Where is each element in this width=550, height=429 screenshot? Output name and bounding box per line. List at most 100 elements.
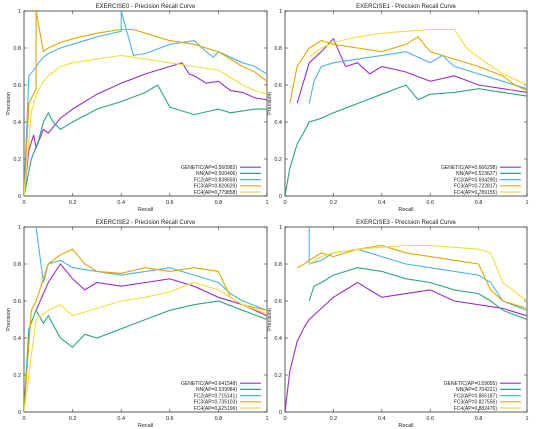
x-tick-label: 1 (265, 416, 268, 422)
x-axis-label: Recall (138, 423, 153, 429)
x-tick-label: 0.4 (378, 416, 386, 422)
legend-label: FC4(AP=0.789155) (454, 190, 498, 196)
legend-label: FC3(AP=0.827556) (454, 400, 498, 406)
y-tick-label: 0.6 (13, 83, 21, 89)
x-tick-label: 0.8 (215, 416, 223, 422)
series-line-fc4 (308, 244, 527, 302)
y-tick-label: 0.4 (274, 120, 282, 126)
series-line-fc3 (24, 11, 267, 196)
y-tick-label: 0.6 (13, 299, 21, 305)
x-tick-label: 0 (22, 200, 25, 206)
legend-label: FC2(AP=0.715141) (194, 393, 238, 399)
x-tick-label: 0.4 (117, 200, 125, 206)
x-tick-label: 0.2 (69, 416, 77, 422)
chart-panel-3: 0 0.2 0.4 0.6 0.8 1 0 0.2 0.4 0.6 0.8 1 EXERCISE3 - … (267, 220, 529, 429)
x-tick-label: 1 (525, 200, 528, 206)
legend-label: FC4(AP=0.882476) (454, 406, 498, 412)
x-tick-label: 1 (525, 416, 528, 422)
legend-label: GENETIC(AP=0.666298) (441, 165, 497, 171)
x-tick-label: 0.2 (69, 200, 77, 206)
series-line-nn (285, 84, 527, 196)
series-line-fc4 (308, 28, 527, 86)
x-tick-label: 0.8 (475, 416, 483, 422)
y-axis-label: Precision (6, 92, 12, 115)
x-tick-label: 0.4 (117, 416, 125, 422)
x-tick-label: 0 (22, 416, 25, 422)
plot-frame (23, 10, 268, 197)
x-tick-label: 0.2 (330, 200, 338, 206)
y-tick-label: 0 (18, 194, 21, 200)
y-tick-label: 0.4 (13, 120, 21, 126)
legend-label: GENETIC(AP=0.641548) (181, 381, 237, 387)
x-tick-label: 0.6 (166, 200, 174, 206)
y-tick-label: 0.6 (274, 299, 282, 305)
y-tick-label: 0.8 (274, 46, 282, 52)
legend-label: FC3(AP=0.735103) (194, 400, 238, 406)
y-tick-label: 1 (279, 225, 282, 231)
y-axis-label: Precision (6, 308, 12, 331)
x-tick-label: 0.6 (426, 200, 434, 206)
x-axis-label: Recall (398, 423, 413, 429)
y-axis-label: Precision (267, 92, 273, 115)
legend-label: GENETIC(AP=0.560983) (181, 165, 237, 171)
series-line-fc4 (24, 54, 267, 196)
legend-label: NN(AP=0.523627) (456, 171, 497, 177)
legend-label: FC4(AP=0.625196) (194, 406, 238, 412)
y-tick-label: 0 (279, 410, 282, 416)
series-line-nn (24, 84, 267, 196)
y-tick-label: 0 (18, 410, 21, 416)
x-tick-label: 0.2 (330, 416, 338, 422)
chart-title: EXERCISE2 - Precision Recall Curve (96, 220, 196, 226)
series-line-genetic (35, 263, 267, 317)
x-tick-label: 0.6 (426, 416, 434, 422)
chart-title: EXERCISE3 - Precision Recall Curve (356, 220, 456, 226)
y-tick-label: 0.4 (13, 336, 21, 342)
x-axis-label: Recall (138, 207, 153, 213)
x-tick-label: 0 (283, 200, 286, 206)
chart-panel-2: 0 0.2 0.4 0.6 0.8 1 0 0.2 0.4 0.6 0.8 1 EXERCISE2 - … (6, 220, 269, 429)
chart-title: EXERCISE1 - Precision Recall Curve (356, 4, 456, 10)
x-tick-label: 0.8 (215, 200, 223, 206)
y-tick-label: 1 (279, 9, 282, 15)
y-tick-label: 0.2 (13, 157, 21, 163)
y-tick-label: 0.8 (13, 262, 21, 268)
y-axis-label: Precision (267, 308, 273, 331)
x-tick-label: 0 (283, 416, 286, 422)
series-line-fc4 (24, 281, 267, 412)
x-tick-label: 1 (265, 200, 268, 206)
legend-label: FC2(AP=0.839659) (194, 177, 238, 183)
y-tick-label: 0.8 (274, 262, 282, 268)
y-tick-label: 1 (18, 225, 21, 231)
series-line-fc3 (289, 36, 527, 104)
series-line-nn (308, 267, 527, 321)
y-tick-label: 0.4 (274, 336, 282, 342)
y-tick-label: 1 (18, 9, 21, 15)
legend-label: FC4(AP=0.779858) (194, 190, 238, 196)
series-line-genetic (296, 37, 527, 104)
legend-label: FC3(AP=0.820629) (194, 184, 238, 190)
y-tick-label: 0.8 (13, 46, 21, 52)
chart-panel-1: 0 0.2 0.4 0.6 0.8 1 0 0.2 0.4 0.6 0.8 1 EXERCISE1 - … (267, 4, 529, 213)
legend-label: NN(AP=0.500406) (196, 171, 237, 177)
series-line-fc2 (308, 227, 527, 311)
x-axis-label: Recall (398, 207, 413, 213)
y-tick-label: 0.6 (274, 83, 282, 89)
x-tick-label: 0.6 (166, 416, 174, 422)
legend-label: FC2(AP=0.694290) (454, 177, 498, 183)
y-tick-label: 0.2 (13, 373, 21, 379)
legend-label: FC2(AP=0.865187) (454, 393, 498, 399)
legend-label: NN(AP=0.704221) (456, 387, 497, 393)
series-line-fc2 (308, 51, 527, 104)
series-line-fc3 (296, 244, 527, 309)
chart-panel-0: 0 0.2 0.4 0.6 0.8 1 0 0.2 0.4 0.6 0.8 1 EXERCISE0 - … (6, 4, 269, 213)
series-line-fc3 (24, 248, 267, 412)
x-tick-label: 0.8 (475, 200, 483, 206)
legend-label: NN(AP=0.539984) (196, 387, 237, 393)
legend-label: FC3(AP=0.722817) (454, 184, 498, 190)
chart-title: EXERCISE0 - Precision Recall Curve (96, 4, 196, 10)
y-tick-label: 0.2 (274, 373, 282, 379)
legend-label: GENETIC(AP=0.59055) (444, 381, 498, 387)
series-line-genetic (285, 281, 527, 412)
y-tick-label: 0.2 (274, 157, 282, 163)
